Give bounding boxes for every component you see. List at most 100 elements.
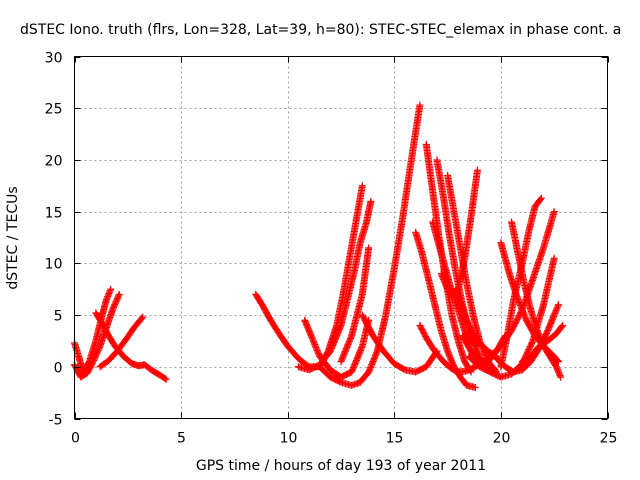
data-point-marker [438,271,446,279]
data-point-marker [369,358,377,366]
data-point-marker [516,300,524,308]
data-point-marker [314,349,322,357]
data-point-marker [553,305,561,313]
data-point-marker [553,304,561,312]
data-point-marker [552,363,560,371]
data-point-marker [443,284,451,292]
x-tick-label: 20 [493,431,511,447]
data-point-marker [308,335,316,343]
data-point-marker [439,274,447,282]
data-point-marker [441,280,449,288]
data-point-marker [370,356,378,364]
y-tick-label: 25 [45,102,63,118]
data-point-marker [366,365,374,373]
data-point-marker [551,310,559,318]
data-point-marker [515,299,523,307]
data-point-marker [519,309,527,317]
data-point-marker [501,332,509,340]
data-point-marker [552,307,560,315]
series-arc-3 [92,309,170,383]
data-point-marker [520,310,528,318]
data-point-marker [517,303,525,311]
data-point-marker [314,348,322,356]
data-point-marker [106,288,114,296]
data-point-marker [115,290,123,298]
y-tick-label: 20 [45,154,63,170]
data-point-marker [440,277,448,285]
chart-title: dSTEC Iono. truth (flrs, Lon=328, Lat=39… [20,22,621,38]
data-point-marker [554,301,562,309]
series-arc-9 [337,244,373,366]
data-point-marker [104,293,112,301]
axis-ticks [74,56,609,420]
data-point-marker [310,339,318,347]
data-point-marker [521,313,529,321]
data-point-marker [107,285,115,293]
x-tick-label: 10 [280,431,298,447]
data-point-marker [115,292,123,300]
data-point-marker [104,291,112,299]
data-point-marker [370,355,378,363]
data-point-marker [556,372,564,380]
data-point-marker [372,350,380,358]
y-tick-label: 10 [45,257,63,273]
y-tick-label: -5 [49,413,63,429]
data-point-marker [365,244,373,252]
data-point-marker [373,349,381,357]
y-axis-label: dSTEC / TECUs [5,186,21,289]
data-point-marker [518,304,526,312]
data-point-marker [554,302,562,310]
data-point-marker [441,279,449,287]
plot-frame [74,56,608,419]
data-point-marker [438,273,446,281]
data-point-marker [518,306,526,314]
data-point-marker [521,312,529,320]
data-point-marker [557,373,565,381]
data-point-marker [416,101,424,109]
data-point-marker [550,311,558,319]
data-point-marker [102,296,110,304]
data-point-marker [307,332,315,340]
data-point-marker [551,308,559,316]
y-tick-label: 5 [54,309,63,325]
data-point-marker [500,333,508,341]
x-tick-label: 5 [177,431,186,447]
data-point-marker [536,195,544,203]
data-point-marker [313,347,321,355]
y-tick-label: 0 [54,361,63,377]
data-point-marker [365,366,373,374]
data-point-marker [442,282,450,290]
y-tick-label: 30 [45,51,63,67]
series-arc-4 [96,313,147,371]
data-point-marker [444,286,452,294]
data-point-marker [311,342,319,350]
data-series [71,101,567,391]
data-point-marker [554,367,562,375]
data-point-marker [311,341,319,349]
data-point-marker [437,270,445,278]
data-point-marker [471,383,479,391]
data-point-marker [368,361,376,369]
x-axis-label: GPS time / hours of day 193 of year 2011 [196,458,486,474]
grid-lines [74,56,608,419]
data-point-marker [105,290,113,298]
data-point-marker [368,359,376,367]
data-point-marker [550,254,558,262]
data-point-marker [443,283,451,291]
data-point-marker [103,294,111,302]
data-point-marker [554,366,562,374]
data-point-marker [516,301,524,309]
x-tick-label: 15 [386,431,404,447]
data-point-marker [473,166,481,174]
data-point-marker [555,369,563,377]
data-point-marker [481,350,489,358]
data-point-marker [553,364,561,372]
series-arc-17 [437,166,481,298]
x-tick-label: 0 [71,431,80,447]
data-point-marker [440,276,448,284]
data-point-marker [371,353,379,361]
data-point-marker [308,333,316,341]
data-point-marker [162,375,170,383]
data-point-marker [558,323,566,331]
